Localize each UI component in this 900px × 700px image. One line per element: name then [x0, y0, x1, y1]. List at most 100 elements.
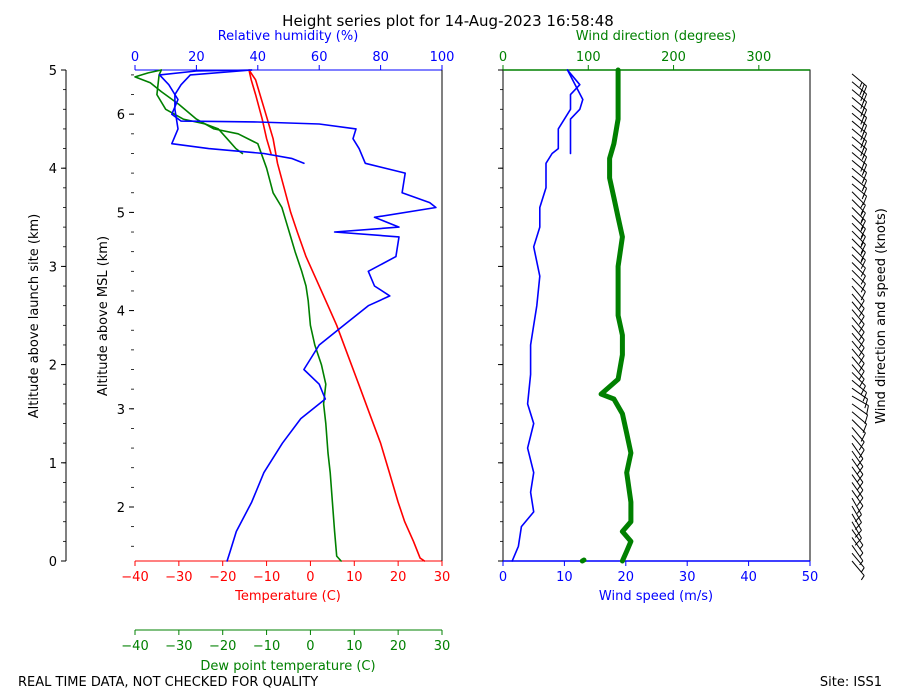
alt-msl-tick-label: 6 — [117, 108, 125, 123]
dewpoint-tick-label: −20 — [209, 639, 236, 654]
wind-speed-tick-label: 0 — [499, 570, 507, 585]
wind-barb — [851, 199, 866, 222]
wind-speed-tick-label: 40 — [740, 570, 757, 585]
dewpoint-tick-label: 20 — [390, 639, 407, 654]
data-series — [134, 67, 634, 564]
temperature-tick-label: 10 — [346, 570, 363, 585]
dewpoint-tick-label: 0 — [306, 639, 314, 654]
wind-barb-feather — [860, 84, 865, 94]
wind-barb-half-feather — [860, 226, 864, 232]
wind-barb-staff — [851, 537, 864, 554]
wind-barb-feather — [862, 109, 868, 119]
wind-barb-half-feather — [860, 249, 864, 256]
wind-barb — [851, 450, 864, 475]
dewpoint-tick-label: 10 — [346, 639, 363, 654]
wind-barb — [851, 277, 866, 301]
temperature-tick-label: −10 — [253, 570, 280, 585]
wind-barb — [851, 214, 866, 238]
wind-barb-feather — [858, 347, 865, 357]
wind-barb-staff — [851, 521, 862, 539]
wind-barb-staff — [851, 482, 864, 499]
wind-barb-feather — [860, 385, 866, 395]
wind-barb — [851, 73, 868, 96]
wind-barb-feather — [856, 497, 864, 506]
wind-barb-feather — [862, 172, 868, 182]
wind-barb-staff — [851, 552, 865, 569]
wind-barb-staff — [851, 269, 866, 285]
wind-barb-staff — [851, 545, 864, 562]
wind-barb-feather — [858, 355, 865, 364]
wind-barb-feather — [860, 283, 866, 293]
wind-barb — [851, 466, 864, 491]
wind-barb-feather — [862, 180, 868, 190]
wind-barb-staff — [851, 529, 864, 546]
wind-barb-staff — [851, 497, 862, 515]
wind-barb-feather — [856, 474, 864, 483]
wind-barb-feather — [856, 505, 864, 514]
wind-barb-feather — [862, 148, 868, 158]
temperature-tick-label: −40 — [121, 570, 148, 585]
wind-barb — [851, 364, 865, 388]
wind-barb — [851, 230, 866, 254]
wind-barb — [851, 356, 865, 380]
wind-barb-staff — [851, 560, 865, 576]
wind-barb-feather — [862, 188, 868, 198]
wind-barb — [851, 419, 866, 442]
wind-barb — [851, 497, 862, 523]
wind-barb-feather — [858, 300, 865, 309]
wind-barb-staff — [851, 246, 866, 261]
wind-barb-staff — [851, 403, 868, 416]
wind-barb-feather — [860, 244, 866, 254]
wind-barb-feather — [856, 466, 864, 475]
wind-barb-feather — [862, 392, 868, 402]
wind-speed-axis-label: Wind speed (m/s) — [599, 589, 713, 604]
wind-barb — [851, 207, 866, 230]
wind-barb-staff — [851, 364, 865, 380]
wind-barb — [851, 411, 868, 433]
wind-panel — [502, 69, 811, 562]
wind-barb-staff — [851, 222, 866, 237]
wind-barb-feather — [862, 85, 868, 96]
wind-barb-feather — [860, 275, 866, 285]
wind-barb-feather — [856, 458, 864, 467]
site-label: Site: ISS1 — [820, 675, 882, 690]
wind-barb — [851, 521, 862, 546]
wind-barb — [851, 379, 868, 402]
wind-barb-staff — [851, 505, 862, 523]
wind-barb-staff — [851, 450, 864, 467]
temperature-tick-label: 30 — [434, 570, 451, 585]
wind-barb-feather — [860, 432, 866, 442]
wind-barb — [851, 442, 864, 467]
wind-barb — [851, 317, 865, 341]
wind-barb — [851, 490, 864, 514]
wind-barb — [851, 301, 865, 325]
rh-axis-label: Relative humidity (%) — [218, 29, 359, 44]
wind-barb — [851, 254, 866, 277]
rh-tick-label: 40 — [250, 50, 267, 65]
wind-barb-staff — [851, 474, 864, 491]
chart-title: Height series plot for 14-Aug-2023 16:58… — [282, 12, 614, 30]
wind-barb — [851, 560, 865, 581]
wind-barb-feather — [858, 363, 865, 372]
alt-launch-tick-label: 0 — [49, 555, 57, 570]
temperature-tick-label: 20 — [390, 570, 407, 585]
wind-speed-descent-line — [566, 69, 584, 155]
wind-barb-staff — [851, 191, 866, 206]
wind-barb-feather — [862, 101, 868, 111]
wind-barb — [851, 403, 869, 425]
wind-barb-feather — [862, 140, 868, 151]
wind-barb — [851, 191, 866, 214]
wind-barb — [851, 340, 865, 364]
wind-barb-feather — [862, 195, 868, 206]
wind-barb-feather — [854, 522, 862, 530]
wind-barb-staff — [851, 356, 865, 372]
wind-speed-tick-label: 10 — [556, 570, 573, 585]
wind-direction-line — [598, 67, 634, 564]
rh-tick-label: 60 — [311, 50, 328, 65]
wind-direction-surface-line — [579, 557, 587, 564]
wind-barb-staff — [851, 293, 865, 309]
wind-frame — [502, 69, 811, 562]
wind-barb-staff — [851, 332, 865, 349]
wind-barb-feather — [860, 220, 866, 230]
